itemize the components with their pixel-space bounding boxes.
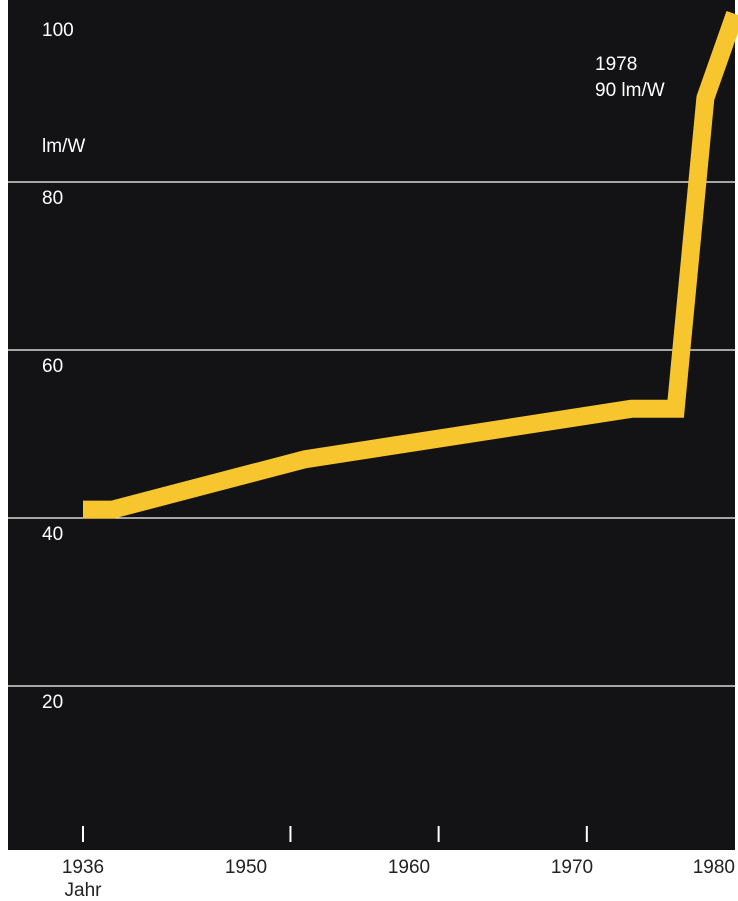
annotation-year: 1978: [595, 54, 637, 75]
x-tick-label-1936: 1936: [62, 857, 104, 878]
annotation-value: 90 lm/W: [595, 80, 665, 101]
series-group: [83, 11, 738, 519]
plot-background: [8, 0, 735, 850]
x-tick-label-1970: 1970: [551, 857, 593, 878]
y-tick-label-60: 60: [42, 356, 63, 377]
y-tick-label-20: 20: [42, 692, 63, 713]
x-tick-label-1960: 1960: [388, 857, 430, 878]
series-line-0: [83, 11, 738, 519]
x-tick-marks: [82, 826, 588, 842]
x-axis-label: Jahr: [65, 880, 103, 901]
y-axis-unit-label: lm/W: [42, 136, 85, 157]
y-tick-label-100: 100: [42, 20, 74, 41]
x-tick-label-1980: 1980: [693, 857, 735, 878]
grid-lines: [8, 181, 735, 687]
y-tick-label-80: 80: [42, 188, 63, 209]
x-tick-label-1950: 1950: [225, 857, 267, 878]
y-tick-label-40: 40: [42, 524, 63, 545]
